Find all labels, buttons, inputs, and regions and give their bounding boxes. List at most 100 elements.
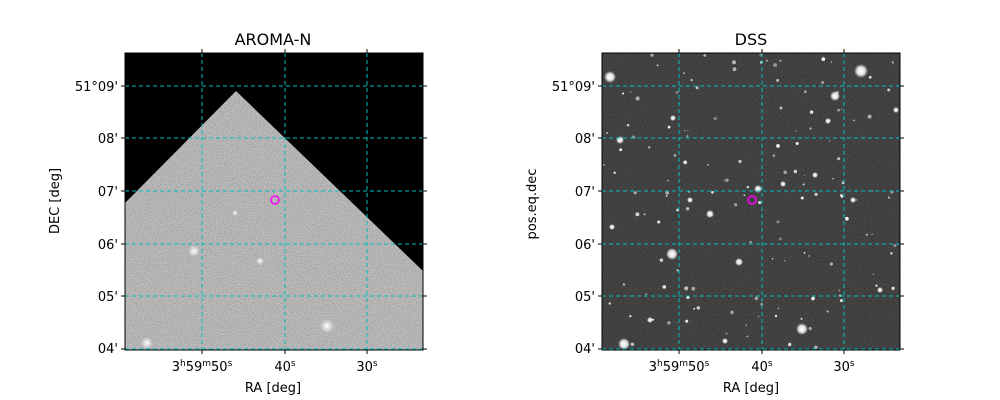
aroma-source <box>141 337 153 349</box>
dss-star <box>693 307 696 310</box>
aroma-ytick-label: 07' <box>98 185 118 200</box>
dss-star <box>684 286 689 291</box>
aroma-xlabel: RA [deg] <box>245 381 301 396</box>
dss-star <box>779 106 783 110</box>
dss-star <box>673 154 677 157</box>
dss-star <box>676 208 680 212</box>
dss-star <box>643 213 646 216</box>
dss-star <box>868 75 872 79</box>
dss-star <box>757 315 760 318</box>
dss-star <box>872 273 874 275</box>
dss-ytick-label: 08' <box>575 132 595 147</box>
dss-star <box>665 195 668 197</box>
aroma-xtick-label: 3h59m50s <box>172 359 233 375</box>
dss-star <box>630 342 635 347</box>
dss-star <box>814 192 818 197</box>
dss-star <box>727 179 729 181</box>
dss-star <box>683 129 686 132</box>
dss-star <box>777 307 780 310</box>
dss-star <box>871 233 873 235</box>
dss-star <box>839 299 843 303</box>
dss-star <box>723 180 725 182</box>
dss-star <box>746 335 749 338</box>
dss-star <box>635 212 640 217</box>
dss-star <box>835 91 839 94</box>
dss-star <box>893 243 897 248</box>
aroma-ytick-label: 05' <box>98 290 118 305</box>
aroma-source <box>188 245 200 257</box>
dss-star <box>830 61 833 63</box>
dss-star <box>619 148 623 152</box>
dss-star <box>676 269 679 272</box>
aroma-ylabel: DEC [deg] <box>48 168 63 234</box>
dss-star <box>688 191 690 193</box>
dss-star <box>778 237 782 241</box>
aroma-ticks <box>121 49 427 354</box>
aroma-xtick-label: 30s <box>356 359 378 375</box>
dss-star <box>732 67 737 72</box>
aroma-ytick-label: 06' <box>98 238 118 253</box>
dss-star <box>738 159 742 164</box>
dss-star <box>825 118 831 124</box>
dss-star <box>837 108 841 112</box>
dss-star <box>788 342 792 347</box>
dss-star <box>867 114 872 119</box>
dss-star <box>800 196 804 200</box>
dss-star <box>803 174 806 176</box>
dss-star <box>707 163 709 166</box>
dss-star <box>765 59 768 62</box>
dss-star <box>609 224 615 230</box>
dss-star <box>838 289 841 292</box>
dss-star <box>703 53 707 57</box>
dss-ytick-label: 51°09' <box>552 80 595 95</box>
dss-star <box>829 119 831 121</box>
dss-star <box>622 283 626 286</box>
dss-star <box>667 179 670 182</box>
dss-target-marker <box>747 195 757 205</box>
dss-star <box>683 160 688 165</box>
aroma-target-marker <box>270 195 280 205</box>
dss-star <box>803 252 806 254</box>
dss-star <box>605 132 609 135</box>
dss-star-field <box>602 53 899 350</box>
dss-star <box>828 140 831 142</box>
dss-ytick-label: 05' <box>575 290 595 305</box>
dss-star <box>652 318 655 321</box>
dss-star <box>730 310 734 315</box>
dss-star <box>635 96 640 101</box>
dss-star <box>877 287 883 293</box>
dss-star <box>773 63 778 68</box>
dss-star <box>621 92 625 95</box>
dss-panel-title: DSS <box>735 30 768 49</box>
dss-star <box>802 183 805 186</box>
dss-star <box>602 163 605 167</box>
dss-xtick-label: 3h59m50s <box>649 359 710 375</box>
dss-star <box>821 81 825 84</box>
dss-star <box>696 306 700 310</box>
dss-image <box>602 53 900 350</box>
dss-star <box>776 143 780 148</box>
dss-star <box>855 198 858 201</box>
dss-star <box>647 317 653 323</box>
dss-star <box>725 178 729 183</box>
dss-star <box>616 136 624 144</box>
dss-ticks <box>598 49 904 354</box>
dss-star <box>771 258 774 260</box>
dss-star <box>850 197 856 203</box>
dss-star <box>630 91 632 93</box>
dss-star <box>754 296 759 301</box>
dss-star <box>808 326 812 331</box>
dss-star <box>800 317 803 320</box>
dss-star <box>657 220 661 224</box>
dss-star <box>626 123 630 127</box>
dss-star <box>854 64 868 78</box>
dss-star <box>772 154 776 157</box>
dss-star <box>891 61 894 64</box>
dss-star <box>667 321 671 325</box>
dss-star <box>734 203 738 207</box>
dss-star <box>812 172 818 178</box>
dss-star <box>809 110 814 114</box>
dss-star <box>808 255 811 257</box>
dss-star <box>826 310 829 313</box>
